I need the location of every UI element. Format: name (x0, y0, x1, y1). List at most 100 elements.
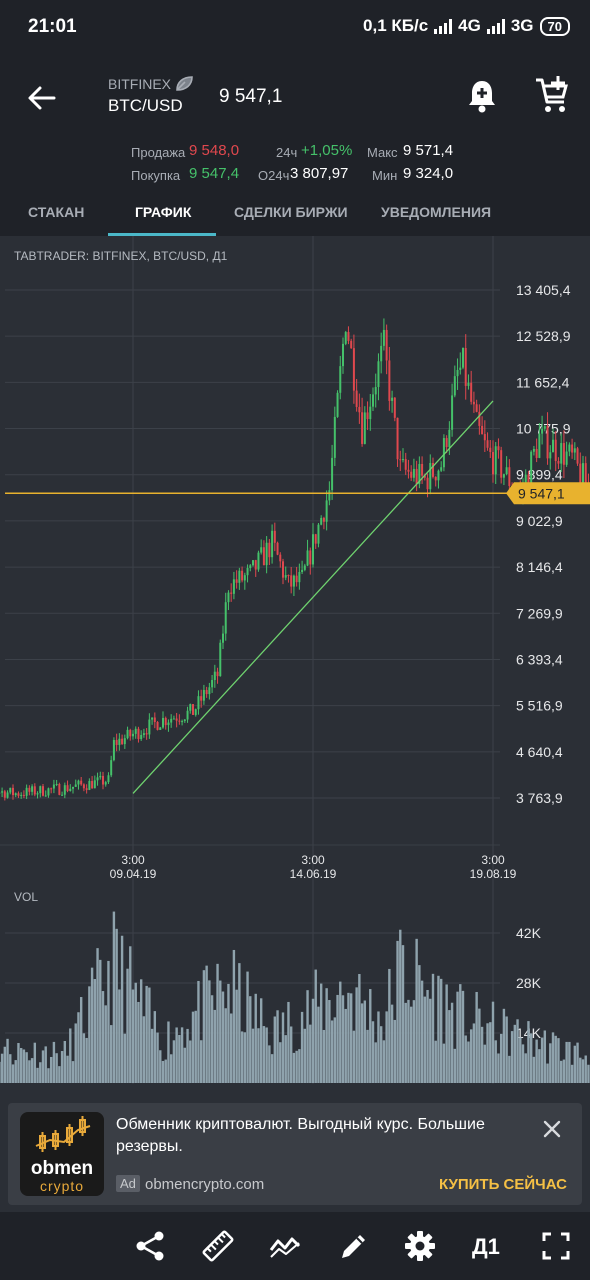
volume-bar (131, 989, 135, 1083)
candle-body (82, 784, 85, 789)
cart-plus-icon[interactable] (534, 76, 570, 114)
volume-bar (189, 1040, 192, 1083)
volume-bar (227, 983, 230, 1083)
tab-trades[interactable]: СДЕЛКИ БИРЖИ (234, 204, 348, 220)
ad-site[interactable]: obmencrypto.com (145, 1176, 265, 1193)
volume-bar (14, 1060, 17, 1083)
candle-body (331, 457, 334, 491)
y-tick-label: 6 393,4 (516, 651, 563, 667)
volume-bar (161, 1060, 165, 1083)
current-price-label: 9 547,1 (518, 485, 565, 501)
volume-bar (60, 1051, 64, 1083)
candle-body (445, 438, 448, 448)
candle-body (241, 570, 244, 581)
volume-bar (464, 1035, 467, 1083)
candle-body (325, 500, 328, 522)
close-icon[interactable] (542, 1119, 562, 1139)
volume-bar (96, 948, 99, 1083)
volume-bar (317, 1006, 320, 1083)
candle-body (418, 463, 421, 485)
candle-body (505, 467, 508, 475)
candle-body (145, 733, 148, 735)
candle-body (568, 444, 571, 452)
candle-body (246, 568, 249, 576)
volume-bar (246, 971, 249, 1083)
volume-bar (374, 1042, 377, 1083)
candle-body (85, 788, 88, 790)
volume-bar (191, 1011, 195, 1083)
volume-bar (71, 1061, 75, 1083)
y-tick-label: 3 763,9 (516, 790, 563, 806)
back-arrow-icon[interactable] (26, 82, 58, 114)
candle-body (434, 476, 437, 481)
volume-bar (259, 998, 263, 1083)
candle-body (492, 452, 494, 475)
tab-alerts[interactable]: УВЕДОМЛЕНИЯ (381, 204, 492, 220)
candle-body (475, 404, 478, 412)
candle-body (524, 474, 527, 489)
ad-banner[interactable]: obmen crypto Обменник криптовалют. Выгод… (8, 1103, 582, 1205)
candle-body (440, 467, 443, 471)
y-tick-label: 5 516,9 (516, 698, 563, 714)
fullscreen-icon[interactable] (540, 1230, 572, 1262)
candle-body (9, 787, 12, 793)
candle-body (442, 438, 445, 468)
gear-icon[interactable] (404, 1230, 436, 1262)
volume-bar (39, 1062, 42, 1083)
candle-body (66, 785, 69, 791)
volume-bar (497, 1053, 500, 1083)
price-chart[interactable]: TABTRADER: BITFINEX, BTC/USD, Д1 13 405,… (0, 236, 590, 1098)
interval-button[interactable]: Д1 (472, 1234, 500, 1259)
candle-body (31, 786, 34, 792)
volume-bar (562, 1059, 566, 1083)
y-tick-label: 9 022,9 (516, 513, 563, 529)
volume-bar (499, 1033, 503, 1083)
indicators-icon[interactable] (269, 1230, 301, 1262)
tab-orderbook[interactable]: СТАКАН (28, 204, 85, 220)
candle-body (393, 397, 396, 418)
volume-bar (63, 1040, 67, 1083)
volume-bar (480, 1026, 484, 1083)
candle-body (107, 775, 110, 783)
candle-body (472, 401, 475, 405)
candle-body (481, 425, 484, 435)
y-axis-labels: 13 405,412 528,911 652,410 775,99 899,49… (516, 282, 571, 806)
volume-bar (554, 1035, 557, 1083)
volume-bar (235, 989, 238, 1083)
candle-body (216, 671, 219, 677)
volume-bar (58, 1066, 61, 1083)
pencil-icon[interactable] (338, 1230, 370, 1262)
tab-chart[interactable]: ГРАФИК (135, 204, 192, 220)
candle-body (178, 720, 181, 722)
ad-logo: obmen crypto (20, 1112, 104, 1196)
ad-cta-button[interactable]: КУПИТЬ СЕЙЧАС (439, 1176, 567, 1193)
candles-logo-icon (35, 1116, 91, 1152)
volume-bar (330, 1020, 334, 1083)
volume-bar (538, 1049, 541, 1083)
volume-bar (90, 967, 94, 1083)
volume-bar (178, 1034, 181, 1083)
candle-body (298, 572, 301, 583)
candle-body (579, 463, 582, 484)
candle-body (50, 788, 53, 790)
candle-body (467, 382, 470, 386)
change-label: 24ч (276, 145, 298, 160)
bell-plus-icon[interactable] (466, 78, 498, 114)
volume-tick-label: 42K (516, 925, 542, 941)
volume-bar (3, 1046, 7, 1083)
candle-body (314, 534, 317, 544)
share-icon[interactable] (134, 1230, 166, 1262)
candle-body (276, 542, 279, 555)
candle-body (336, 392, 339, 417)
volume-bar (409, 1006, 413, 1083)
volume-bar (459, 984, 462, 1083)
ticker-header: BITFINEX BTC/USD 9 547,1 Продажа 9 548,0… (0, 56, 590, 190)
candle-body (14, 793, 17, 796)
ruler-icon[interactable] (202, 1230, 234, 1262)
volume-bar (82, 1033, 86, 1083)
volume-bar (382, 1040, 386, 1083)
candle-body (77, 780, 80, 785)
pair-label: BTC/USD (108, 96, 183, 115)
volume-bar (169, 1054, 173, 1083)
candle-body (423, 475, 426, 478)
